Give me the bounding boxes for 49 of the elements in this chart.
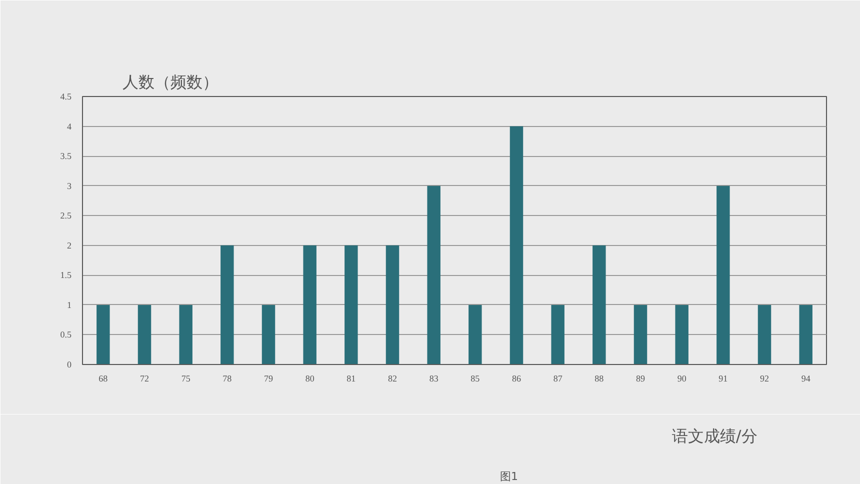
bar (262, 304, 276, 364)
y-tick-label: 0 (67, 360, 72, 370)
x-tick-label: 75 (181, 374, 191, 384)
bar (468, 304, 482, 364)
bar (758, 304, 772, 364)
y-tick-label: 4 (67, 121, 72, 132)
bar (551, 304, 564, 364)
text: 图1 (500, 469, 519, 484)
x-tick-label: 81 (346, 374, 356, 384)
x-tick-label: 86 (512, 374, 522, 384)
x-tick-label: 80 (305, 374, 315, 384)
y-tick-label: 1 (67, 300, 72, 310)
bar (179, 304, 192, 364)
x-tick-label: 85 (470, 374, 480, 384)
y-tick-label: 3.5 (60, 151, 72, 162)
bar (634, 304, 648, 364)
x-tick-label: 78 (222, 374, 232, 384)
bar (592, 245, 606, 364)
bar (138, 304, 152, 364)
x-tick-label: 83 (429, 374, 439, 384)
x-tick-label: 88 (594, 374, 604, 384)
bar (303, 245, 316, 364)
x-tick-label: 91 (718, 374, 728, 384)
x-tick-label: 90 (677, 374, 687, 384)
y-axis-title: 人数（频数） (122, 72, 218, 92)
bar (427, 186, 440, 364)
bar (96, 304, 110, 364)
bar (510, 126, 524, 364)
x-tick-label: 87 (553, 374, 563, 384)
x-tick-label: 68 (98, 374, 108, 384)
y-tick-label: 4.5 (60, 92, 72, 102)
bar (386, 245, 400, 364)
x-axis-title: 语文成绩/分 (672, 426, 758, 446)
y-tick-label: 2.5 (60, 210, 72, 221)
bar (799, 304, 812, 364)
y-tick-label: 3 (67, 180, 72, 191)
x-tick-label: 72 (140, 374, 149, 384)
x-tick-label: 94 (801, 374, 811, 384)
bar (675, 304, 688, 364)
x-tick-label: 92 (760, 374, 769, 384)
bar (716, 186, 730, 364)
bar (344, 245, 358, 364)
bar (220, 245, 234, 364)
x-tick-label: 89 (636, 374, 646, 384)
x-tick-label: 82 (388, 374, 397, 384)
y-tick-label: 1.5 (60, 270, 72, 280)
y-tick-label: 0.5 (60, 330, 72, 340)
x-tick-label: 79 (264, 374, 274, 384)
y-tick-label: 2 (67, 240, 72, 250)
